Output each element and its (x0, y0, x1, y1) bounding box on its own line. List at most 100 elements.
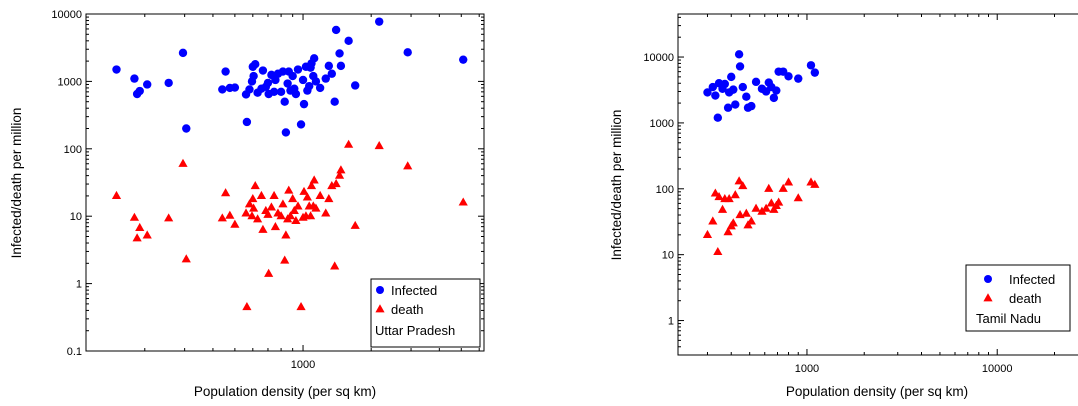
data-point-death (344, 139, 354, 148)
x-tick-label: 1000 (291, 359, 315, 371)
data-point-death (757, 206, 767, 215)
data-point-infected (784, 72, 793, 81)
data-point-infected (772, 86, 781, 95)
data-point-death (276, 211, 286, 220)
data-point-death (324, 193, 334, 203)
data-point-infected (278, 67, 288, 76)
data-point-infected (280, 97, 289, 106)
data-point-death (132, 233, 142, 242)
data-point-infected (230, 83, 240, 92)
data-point-infected (269, 87, 279, 97)
data-point-infected (298, 75, 308, 85)
legend-box (965, 264, 1071, 332)
data-point-death (734, 176, 744, 185)
data-point-death (225, 210, 235, 219)
data-point-infected (344, 36, 353, 46)
data-point-death (299, 186, 309, 195)
data-point-infected (794, 74, 803, 83)
data-point-infected (182, 124, 191, 133)
y-tick-label: 1000 (650, 118, 674, 130)
data-point-death (181, 254, 191, 263)
data-point-death (305, 211, 316, 220)
data-point-infected (327, 69, 337, 78)
data-point-infected (305, 81, 314, 91)
data-point-infected (723, 103, 733, 112)
data-point-infected (742, 92, 751, 101)
data-point-death (291, 215, 301, 225)
data-point-death (249, 203, 259, 212)
data-point-infected (734, 50, 744, 59)
data-point-death (774, 197, 784, 206)
data-point-infected (738, 82, 747, 92)
data-point-infected (178, 48, 188, 58)
data-point-death (330, 261, 340, 270)
data-point-death (217, 213, 227, 222)
data-point-infected (309, 54, 319, 63)
data-point-infected (281, 128, 291, 137)
data-point-death (717, 204, 728, 213)
data-point-death (278, 199, 288, 208)
y-tick-label: 1 (668, 316, 674, 328)
data-point-death (252, 214, 263, 223)
data-point-death (242, 301, 252, 311)
data-point-infected (375, 17, 384, 26)
data-point-infected (810, 68, 820, 77)
data-point-infected (251, 59, 260, 69)
data-point-infected (135, 86, 144, 96)
data-point-death (458, 197, 468, 206)
data-point-infected (164, 78, 173, 88)
data-point-death (751, 203, 761, 212)
y-tick-label: 100 (656, 184, 674, 196)
y-tick-label: 10 (662, 250, 674, 262)
legend-marker-infected (376, 286, 384, 294)
data-point-death (761, 203, 771, 212)
data-point-infected (331, 25, 341, 35)
data-point-death (284, 185, 294, 194)
data-point-death (270, 222, 280, 231)
data-point-infected (218, 85, 227, 94)
data-point-death (708, 216, 718, 225)
data-point-infected (143, 80, 152, 89)
data-point-death (256, 190, 267, 200)
data-point-death (306, 181, 317, 190)
y-tick-label: 1 (76, 279, 82, 291)
legend-label-death: death (1009, 291, 1042, 306)
data-point-death (111, 190, 122, 200)
data-point-infected (335, 49, 344, 58)
data-point-death (264, 268, 274, 277)
data-point-death (289, 205, 299, 214)
data-point-infected (735, 62, 745, 71)
data-point-death (269, 190, 279, 200)
data-point-infected (249, 71, 258, 81)
data-point-infected (731, 100, 740, 109)
data-point-death (766, 198, 776, 207)
data-point-death (241, 208, 251, 217)
data-point-death (783, 177, 794, 186)
data-point-infected (242, 117, 252, 127)
data-point-death (244, 199, 255, 208)
data-points (702, 50, 820, 256)
data-point-death (713, 246, 723, 256)
data-point-infected (311, 77, 321, 86)
data-point-death (764, 183, 774, 192)
data-point-death (350, 220, 360, 229)
legend-box (370, 278, 481, 348)
legend-label-infected: Infected (391, 283, 437, 298)
data-point-infected (263, 78, 273, 88)
y-tick-label: 1000 (58, 76, 82, 88)
data-point-death (280, 255, 290, 264)
data-point-infected (291, 89, 301, 99)
data-point-death (129, 212, 140, 221)
data-point-infected (747, 101, 756, 111)
data-point-infected (321, 74, 330, 83)
data-point-death (263, 209, 273, 218)
data-point-death (296, 301, 306, 311)
chart-uttar-pradesh: 1000 0.1 1 10 100 1000 10000 Population densit… (9, 9, 485, 399)
y-axis-title: Infected/death per million (609, 110, 624, 261)
data-point-death (738, 181, 748, 190)
data-point-death (793, 193, 803, 202)
data-point-infected (288, 71, 297, 81)
data-point-infected (459, 55, 468, 64)
plot-frame (677, 13, 1078, 356)
